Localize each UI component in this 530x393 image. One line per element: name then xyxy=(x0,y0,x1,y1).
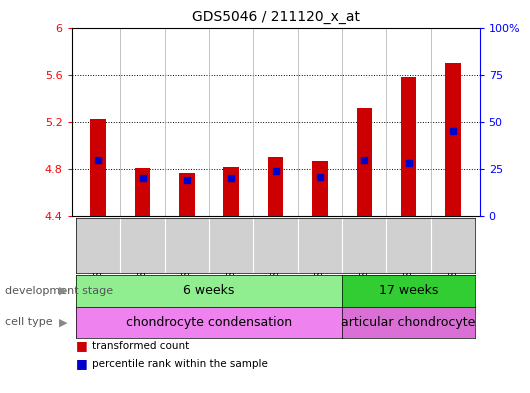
Bar xyxy=(135,168,151,216)
Text: cell type: cell type xyxy=(5,317,53,327)
Text: percentile rank within the sample: percentile rank within the sample xyxy=(92,358,268,369)
Text: ■: ■ xyxy=(76,339,88,353)
Text: transformed count: transformed count xyxy=(92,341,189,351)
Bar xyxy=(357,108,372,216)
Text: articular chondrocyte: articular chondrocyte xyxy=(341,316,476,329)
Title: GDS5046 / 211120_x_at: GDS5046 / 211120_x_at xyxy=(192,10,359,24)
Text: development stage: development stage xyxy=(5,286,113,296)
Text: ▶: ▶ xyxy=(58,317,67,327)
Bar xyxy=(179,173,195,216)
Bar xyxy=(312,161,328,216)
Bar xyxy=(445,63,461,216)
Bar xyxy=(91,119,106,216)
Text: chondrocyte condensation: chondrocyte condensation xyxy=(126,316,292,329)
Bar xyxy=(224,167,239,216)
Bar xyxy=(401,77,417,216)
Text: ▶: ▶ xyxy=(58,286,67,296)
Bar xyxy=(268,157,284,216)
Text: 6 weeks: 6 weeks xyxy=(183,284,235,298)
Text: ■: ■ xyxy=(76,357,88,370)
Text: 17 weeks: 17 weeks xyxy=(379,284,438,298)
